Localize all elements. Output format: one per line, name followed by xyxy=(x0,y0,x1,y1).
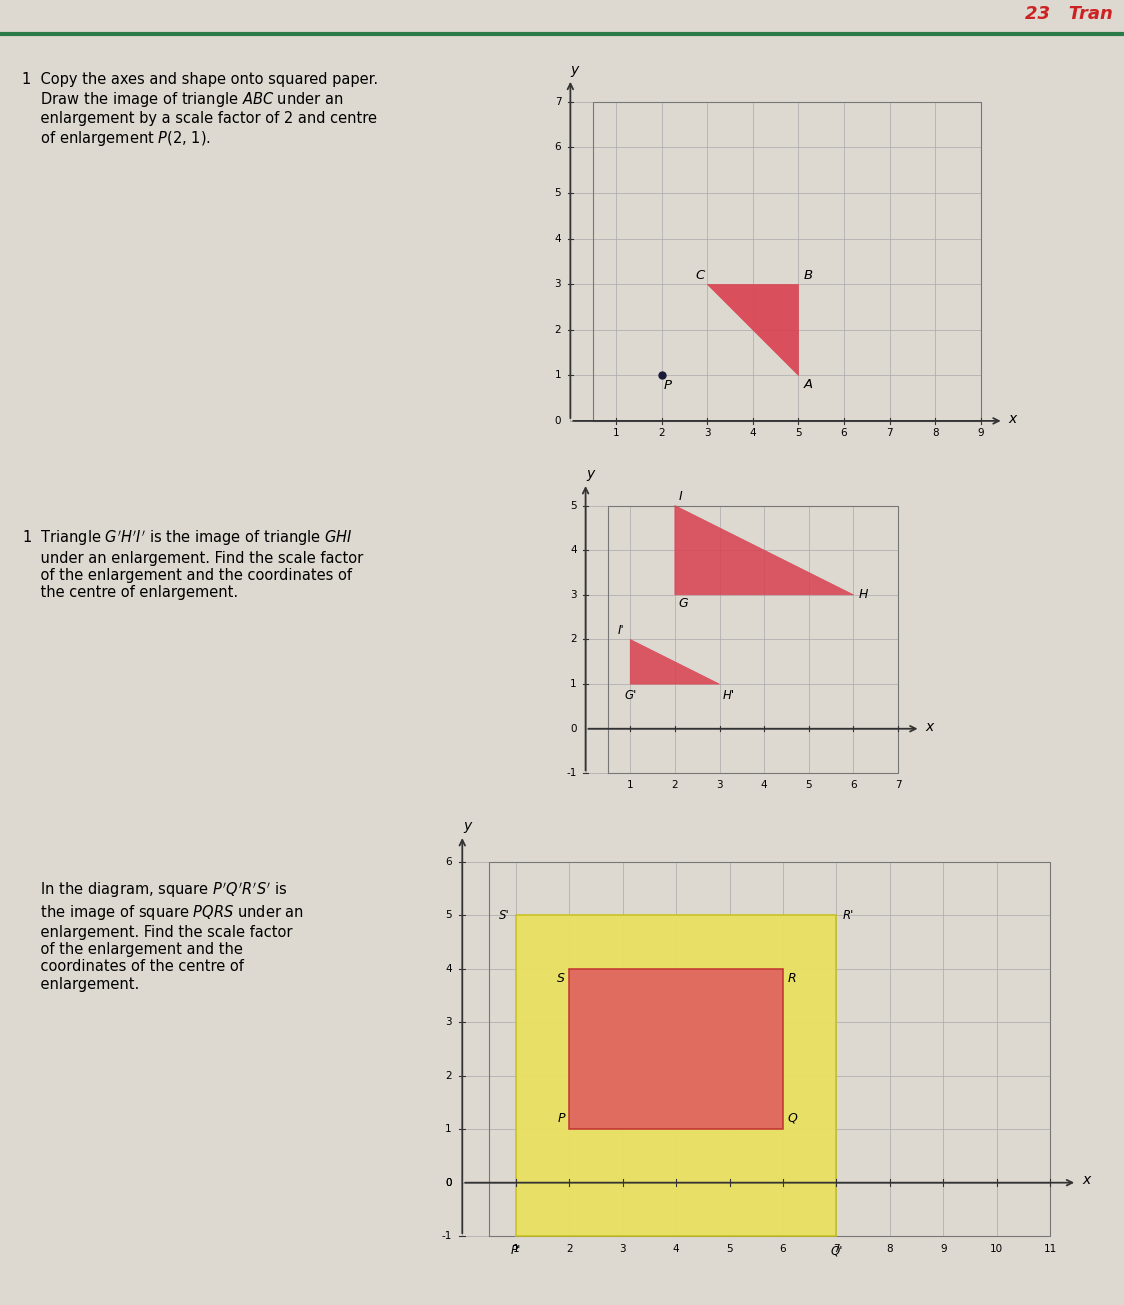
Text: 7: 7 xyxy=(886,428,892,437)
Text: 8: 8 xyxy=(887,1244,894,1254)
Text: 1: 1 xyxy=(513,1244,519,1254)
Text: S': S' xyxy=(499,908,509,921)
Text: 0: 0 xyxy=(445,1177,452,1188)
Text: I: I xyxy=(679,491,682,504)
Text: 0: 0 xyxy=(445,1177,452,1188)
Text: 5: 5 xyxy=(554,188,561,198)
Text: A: A xyxy=(804,377,813,390)
Text: 2: 2 xyxy=(445,1071,452,1081)
Text: 0: 0 xyxy=(570,724,577,733)
Text: 8: 8 xyxy=(932,428,939,437)
Text: R: R xyxy=(787,971,796,984)
Text: G': G' xyxy=(624,689,636,702)
Polygon shape xyxy=(707,284,798,376)
Text: 9: 9 xyxy=(978,428,984,437)
Text: 7: 7 xyxy=(554,97,561,107)
Text: 1: 1 xyxy=(554,371,561,380)
Text: P: P xyxy=(558,1112,565,1125)
Text: x: x xyxy=(925,719,933,733)
Text: P: P xyxy=(664,378,672,392)
Text: 23   Tran: 23 Tran xyxy=(1025,5,1113,23)
Text: 7: 7 xyxy=(895,780,901,790)
Text: C: C xyxy=(696,269,705,282)
Text: B: B xyxy=(804,269,813,282)
Text: P': P' xyxy=(510,1244,520,1257)
Text: 11: 11 xyxy=(1044,1244,1057,1254)
Polygon shape xyxy=(631,639,719,684)
Text: 3: 3 xyxy=(619,1244,626,1254)
Text: 10: 10 xyxy=(990,1244,1004,1254)
Text: x: x xyxy=(1082,1173,1090,1188)
Text: R': R' xyxy=(843,908,854,921)
Text: 1: 1 xyxy=(570,679,577,689)
Text: Q: Q xyxy=(787,1112,797,1125)
Text: 0: 0 xyxy=(555,416,561,425)
Text: 2: 2 xyxy=(565,1244,572,1254)
Text: 1: 1 xyxy=(627,780,634,790)
Text: Q': Q' xyxy=(831,1244,843,1257)
Text: 7: 7 xyxy=(833,1244,840,1254)
Text: 2: 2 xyxy=(554,325,561,334)
Text: S: S xyxy=(558,971,565,984)
Text: -1: -1 xyxy=(566,769,577,778)
Text: I': I' xyxy=(618,624,625,637)
Text: 1: 1 xyxy=(445,1124,452,1134)
Text: 3: 3 xyxy=(570,590,577,600)
Text: x: x xyxy=(1008,411,1016,425)
Text: G: G xyxy=(679,596,688,609)
Text: 4: 4 xyxy=(570,545,577,555)
Text: In the diagram, square $P'Q'R'S'$ is
    the image of square $PQRS$ under an
   : In the diagram, square $P'Q'R'S'$ is the… xyxy=(22,881,305,992)
Text: 2: 2 xyxy=(659,428,665,437)
Text: -1: -1 xyxy=(442,1231,452,1241)
Text: 6: 6 xyxy=(554,142,561,153)
Text: y: y xyxy=(571,63,579,77)
Polygon shape xyxy=(674,505,853,595)
Polygon shape xyxy=(516,915,836,1236)
Text: 3: 3 xyxy=(445,1018,452,1027)
Text: 3: 3 xyxy=(704,428,710,437)
Text: 1  Triangle $G'H'I'$ is the image of triangle $GHI$
    under an enlargement. Fi: 1 Triangle $G'H'I'$ is the image of tria… xyxy=(22,529,364,600)
Text: 9: 9 xyxy=(940,1244,946,1254)
Text: 2: 2 xyxy=(671,780,678,790)
Text: y: y xyxy=(463,818,472,833)
Text: 5: 5 xyxy=(570,501,577,510)
Text: 6: 6 xyxy=(841,428,847,437)
Text: H: H xyxy=(859,589,868,602)
Text: 2: 2 xyxy=(570,634,577,645)
Text: 1  Copy the axes and shape onto squared paper.
    Draw the image of triangle $A: 1 Copy the axes and shape onto squared p… xyxy=(22,72,379,147)
Text: 6: 6 xyxy=(850,780,856,790)
Text: 5: 5 xyxy=(795,428,801,437)
Text: H': H' xyxy=(723,689,735,702)
Text: 4: 4 xyxy=(750,428,756,437)
Text: 5: 5 xyxy=(726,1244,733,1254)
Text: 4: 4 xyxy=(761,780,768,790)
Text: 5: 5 xyxy=(806,780,813,790)
Text: 3: 3 xyxy=(716,780,723,790)
Polygon shape xyxy=(569,968,783,1129)
Text: 6: 6 xyxy=(780,1244,787,1254)
Text: y: y xyxy=(586,467,595,482)
Text: 1: 1 xyxy=(613,428,619,437)
Text: 4: 4 xyxy=(445,964,452,974)
Text: 6: 6 xyxy=(445,857,452,867)
Text: 3: 3 xyxy=(554,279,561,290)
Text: 4: 4 xyxy=(673,1244,679,1254)
Text: 4: 4 xyxy=(554,234,561,244)
Text: 5: 5 xyxy=(445,911,452,920)
